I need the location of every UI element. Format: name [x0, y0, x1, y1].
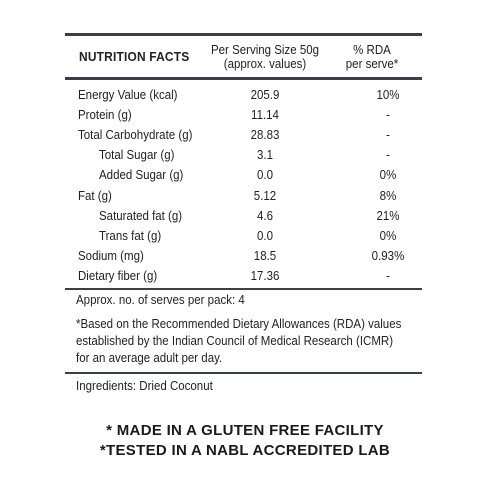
serving-size-header: Per Serving Size 50g (approx. values)	[205, 43, 325, 71]
rda-header: % RDA per serve*	[335, 43, 409, 71]
serves-per-pack: Approx. no. of serves per pack: 4	[76, 293, 245, 307]
nutrient-rda: 8%	[379, 189, 397, 203]
nutrient-rda: -	[386, 128, 390, 142]
ingredients: Ingredients: Dried Coconut	[76, 379, 213, 393]
footnote-bottom-rule	[65, 372, 422, 374]
nutrient-rda: 0.93%	[371, 249, 405, 263]
header-rule	[65, 77, 422, 80]
nutrient-label: Saturated fat (g)	[99, 209, 183, 223]
top-rule	[65, 33, 422, 36]
nutrient-value: 4.6	[256, 209, 273, 223]
nutrient-value: 3.1	[256, 148, 273, 162]
nutrient-value: 0.0	[256, 168, 273, 182]
nabl-lab-notice: *TESTED IN A NABL ACCREDITED LAB	[99, 442, 391, 459]
nutrient-value: 0.0	[256, 229, 273, 243]
nutrient-value: 205.9	[250, 88, 280, 102]
rda-footnote-line: *Based on the Recommended Dietary Allowa…	[76, 317, 402, 331]
serving-size-line2: (approx. values)	[223, 57, 307, 71]
rda-footnote-line: established by the Indian Council of Med…	[76, 334, 394, 348]
nutrient-rda: -	[386, 148, 390, 162]
nutrient-label: Total Carbohydrate (g)	[78, 128, 193, 142]
table-title: NUTRITION FACTS	[79, 49, 190, 64]
nutrient-rda: 0%	[379, 229, 397, 243]
serving-size-line1: Per Serving Size 50g	[210, 43, 320, 57]
rda-header-line1: % RDA	[353, 43, 391, 57]
rda-header-line2: per serve*	[345, 57, 399, 71]
nutrient-rda: 21%	[376, 209, 400, 223]
rows-bottom-rule	[65, 288, 422, 290]
nutrient-rda: 0%	[379, 168, 397, 182]
nutrient-value: 5.12	[253, 189, 277, 203]
gluten-free-notice: * MADE IN A GLUTEN FREE FACILITY	[106, 422, 384, 439]
nutrient-value: 11.14	[251, 108, 279, 122]
nutrient-label: Energy Value (kcal)	[78, 88, 178, 102]
nutrient-label: Fat (g)	[78, 189, 112, 203]
nutrient-label: Dietary fiber (g)	[78, 269, 158, 283]
nutrient-value: 18.5	[253, 249, 277, 263]
nutrient-rda: -	[386, 269, 390, 283]
nutrient-label: Added Sugar (g)	[99, 168, 184, 182]
nutrient-label: Sodium (mg)	[78, 249, 144, 263]
rda-footnote-line: for an average adult per day.	[76, 351, 223, 365]
nutrient-label: Total Sugar (g)	[99, 148, 175, 162]
nutrient-rda: -	[386, 108, 390, 122]
nutrient-rda: 10%	[376, 88, 400, 102]
nutrient-label: Trans fat (g)	[99, 229, 162, 243]
nutrient-value: 17.36	[250, 269, 280, 283]
nutrient-value: 28.83	[250, 128, 280, 142]
nutrient-label: Protein (g)	[78, 108, 132, 122]
